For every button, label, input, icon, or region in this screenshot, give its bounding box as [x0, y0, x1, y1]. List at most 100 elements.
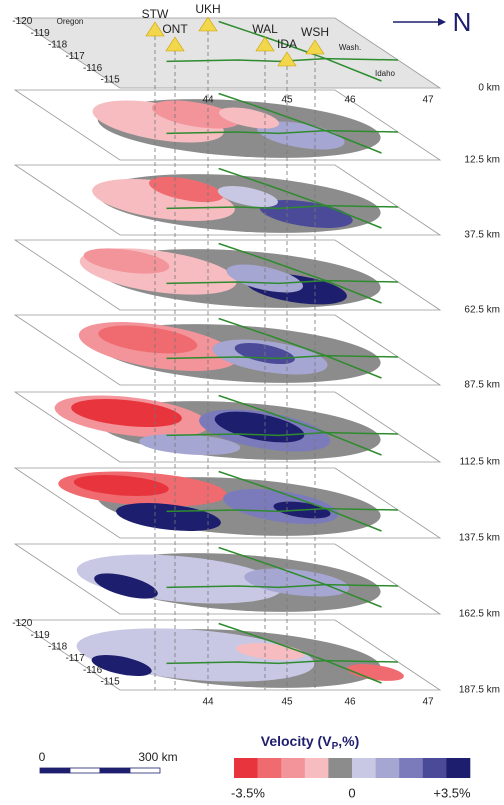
station-label: ONT [162, 22, 188, 36]
longitude-label: -118 [48, 641, 68, 652]
state-border [219, 319, 382, 379]
north-label: N [453, 7, 472, 37]
slice-content [46, 319, 437, 383]
state-border [219, 94, 382, 154]
colorbar-swatch [234, 758, 258, 778]
station-label: WSH [301, 25, 329, 39]
anomaly [257, 121, 345, 150]
slice-content [52, 94, 437, 158]
colorbar-label: -3.5% [231, 785, 265, 800]
station-label: WAL [252, 22, 278, 36]
station-marker [255, 36, 275, 52]
colorbar-swatch [304, 758, 329, 778]
state-border [162, 356, 400, 359]
state-border [219, 548, 382, 608]
anomaly [98, 325, 198, 354]
state-border [219, 169, 382, 229]
region-label: Oregon [57, 17, 84, 26]
longitude-label: -120 [12, 16, 32, 27]
colorbar-swatch [328, 758, 353, 778]
latitude-label: 44 [202, 697, 214, 708]
longitude-label: -115 [100, 74, 120, 85]
anomaly [217, 185, 278, 207]
latitude-label: 44 [202, 95, 214, 106]
latitude-label: 47 [422, 697, 434, 708]
slice-content [107, 22, 430, 82]
state-border [162, 661, 400, 664]
longitude-label: -118 [48, 39, 68, 50]
slice-plane [13, 17, 442, 89]
slice-content [36, 548, 437, 612]
scale-segment [39, 767, 71, 774]
state-border [219, 244, 382, 304]
colorbar-swatch [446, 758, 471, 778]
title-text: Velocity (V [261, 733, 332, 749]
anomaly [73, 474, 169, 497]
scale-segment [69, 767, 101, 774]
colorbar-swatch [281, 758, 306, 778]
latitude-label: 46 [344, 95, 356, 106]
depth-label: 62.5 km [464, 305, 500, 316]
state-border [219, 396, 382, 456]
state-border [162, 206, 400, 209]
station-marker [305, 39, 325, 55]
depth-label: 12.5 km [464, 155, 500, 166]
anomaly [244, 568, 350, 597]
station-marker [198, 16, 218, 32]
state-border [219, 472, 382, 532]
anomaly [91, 654, 152, 676]
state-border [162, 59, 400, 62]
region-label: Wash. [339, 43, 361, 52]
slice-content [36, 472, 437, 536]
depth-label: 187.5 km [459, 685, 500, 696]
longitude-label: -120 [12, 618, 32, 629]
station-label: IDA [277, 37, 297, 51]
slice-content [46, 244, 437, 308]
depth-label: 162.5 km [459, 609, 500, 620]
colorbar-swatch [257, 758, 282, 778]
longitude-label: -116 [83, 63, 103, 74]
scale-segment [99, 767, 131, 774]
station-marker [145, 21, 165, 37]
latitude-label: 47 [422, 95, 434, 106]
anomaly [83, 248, 170, 274]
colorbar-label: 0 [348, 785, 355, 800]
anomaly [116, 503, 221, 532]
scale-segment [129, 767, 161, 774]
longitude-label: -117 [65, 653, 85, 664]
slice-content [52, 169, 437, 233]
state-border [219, 22, 382, 82]
anomaly [94, 573, 158, 599]
colorbar-swatch [422, 758, 447, 778]
longitude-label: -117 [65, 51, 85, 62]
station-label: UKH [195, 2, 220, 16]
station-marker [277, 51, 297, 67]
anomaly [151, 100, 240, 129]
colorbar-label: +3.5% [433, 785, 471, 800]
depth-label: 87.5 km [464, 380, 500, 391]
anomaly [218, 107, 280, 129]
depth-label: 137.5 km [459, 533, 500, 544]
longitude-label: -115 [100, 676, 120, 687]
title-text: ,%) [338, 733, 359, 749]
latitude-label: 45 [281, 697, 293, 708]
longitude-label: -119 [30, 630, 50, 641]
state-border [162, 131, 400, 134]
colorbar-swatch [399, 758, 424, 778]
slice-content [33, 624, 437, 688]
longitude-label: -116 [83, 665, 103, 676]
anomaly [148, 176, 224, 203]
anomaly [71, 399, 182, 428]
state-border [219, 624, 382, 684]
latitude-label: 46 [344, 697, 356, 708]
depth-label: 0 km [478, 83, 500, 94]
scale-label: 300 km [138, 750, 177, 764]
state-border [162, 433, 400, 436]
station-marker [165, 36, 185, 52]
north-arrow-head [438, 18, 446, 26]
depth-label: 37.5 km [464, 230, 500, 241]
slice-content [30, 396, 437, 460]
region-label: Idaho [375, 69, 396, 78]
